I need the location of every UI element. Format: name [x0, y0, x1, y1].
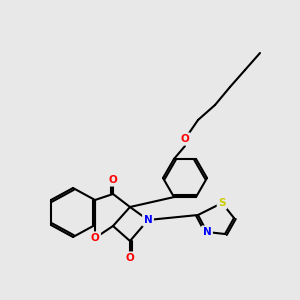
Text: O: O — [109, 175, 117, 185]
Text: N: N — [144, 215, 152, 225]
Text: O: O — [126, 253, 134, 263]
Text: O: O — [181, 134, 189, 144]
Text: S: S — [218, 198, 226, 208]
Text: N: N — [202, 227, 211, 237]
Text: O: O — [91, 233, 99, 243]
